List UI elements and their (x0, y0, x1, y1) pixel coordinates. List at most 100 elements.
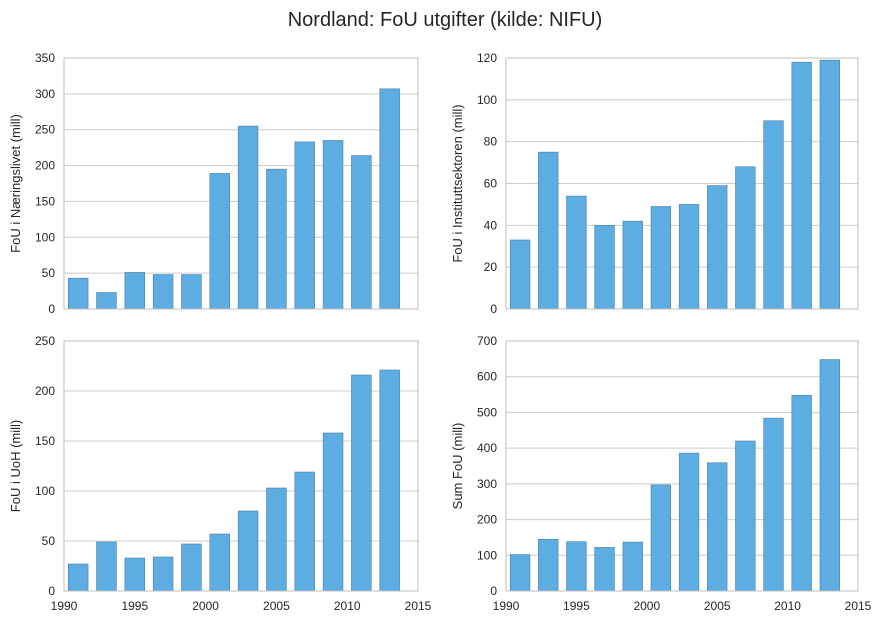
bar (791, 394, 812, 592)
bar (650, 484, 672, 592)
x-tick-label: 2015 (845, 599, 872, 613)
y-tick-label: 300 (35, 87, 55, 101)
bar (763, 120, 784, 310)
bar (294, 471, 315, 592)
subplot-3: 0 50 100 150 200 250 1990 1995 2000 2005 2010 2015 F… (8, 334, 432, 613)
y-tick-label: 20 (484, 260, 498, 274)
bar (379, 369, 400, 592)
bar (538, 151, 559, 310)
y-tick-label: 60 (484, 177, 498, 191)
subplot-2: 0 20 40 60 80 100 120 FoU i Instituttsektoren (… (450, 51, 859, 316)
bar (735, 166, 756, 310)
bar (209, 533, 230, 592)
x-tick-label: 1990 (493, 599, 520, 613)
y-tick-label: 150 (35, 194, 55, 208)
bar (678, 204, 700, 310)
bar (622, 220, 643, 310)
bar (763, 417, 784, 592)
x-tick-label: 1990 (51, 599, 78, 613)
bar (678, 452, 700, 592)
bar (707, 185, 728, 310)
x-tick-label: 2010 (334, 599, 361, 613)
bar (152, 556, 174, 592)
y-tick-label: 0 (48, 302, 55, 316)
bar (351, 374, 372, 592)
bar (96, 541, 117, 592)
bar (735, 440, 756, 592)
y-tick-label: 50 (42, 266, 56, 280)
bar (538, 538, 559, 592)
bar (351, 155, 372, 310)
bar (181, 543, 202, 592)
y-axis-label: FoU i UoH (mill) (8, 420, 23, 512)
bar (379, 88, 400, 310)
bar (791, 61, 812, 310)
x-tick-label: 2010 (774, 599, 801, 613)
bar (294, 141, 315, 310)
y-tick-label: 40 (484, 218, 498, 232)
x-tick-label: 1995 (121, 599, 148, 613)
y-tick-label: 0 (48, 584, 55, 598)
y-tick-label: 100 (477, 93, 497, 107)
plot-frame (63, 57, 419, 310)
y-tick-label: 100 (35, 484, 55, 498)
plot-frame (505, 340, 859, 592)
subplot-1: 0 50 100 150 200 250 300 350 FoU i Næringslivet … (8, 51, 419, 316)
bar (181, 274, 202, 310)
y-tick-label: 0 (490, 584, 497, 598)
y-tick-label: 50 (42, 534, 56, 548)
y-tick-label: 400 (477, 441, 497, 455)
bar (67, 277, 89, 310)
bar (509, 554, 531, 592)
bar (650, 206, 672, 310)
plot-frame (505, 57, 859, 310)
bar (152, 274, 174, 310)
x-tick-label: 2000 (192, 599, 219, 613)
bar (322, 140, 344, 310)
y-tick-label: 300 (477, 477, 497, 491)
bar (622, 541, 643, 592)
subplot-4: 0 100 200 300 400 500 600 700 1990 1995 2000 2005 20… (450, 334, 872, 613)
y-axis-label: FoU i Instituttsektoren (mill) (450, 104, 465, 262)
x-tick-label: 2015 (405, 599, 432, 613)
bar (594, 225, 615, 310)
bar (124, 272, 146, 310)
y-tick-label: 500 (477, 405, 497, 419)
y-tick-label: 150 (35, 434, 55, 448)
y-tick-label: 80 (484, 135, 498, 149)
y-tick-label: 600 (477, 370, 497, 384)
bar (96, 292, 117, 310)
y-tick-label: 100 (35, 230, 55, 244)
bar (322, 432, 344, 592)
y-tick-label: 100 (477, 548, 497, 562)
bar (237, 125, 259, 310)
plot-frame (63, 340, 419, 592)
y-tick-label: 200 (35, 159, 55, 173)
bar (266, 168, 287, 310)
y-tick-label: 200 (35, 384, 55, 398)
y-tick-label: 250 (35, 123, 55, 137)
bar (266, 487, 287, 592)
y-tick-label: 0 (490, 302, 497, 316)
y-axis-label: Sum FoU (mill) (450, 423, 465, 510)
y-tick-label: 350 (35, 51, 55, 65)
bar (819, 59, 840, 310)
x-tick-label: 2000 (633, 599, 660, 613)
bar (67, 563, 89, 592)
x-tick-label: 2005 (704, 599, 731, 613)
y-axis-label: FoU i Næringslivet (mill) (8, 114, 23, 253)
bar (707, 462, 728, 592)
chart-title: Nordland: FoU utgifter (kilde: NIFU) (288, 9, 603, 31)
bar (566, 541, 587, 592)
bar (124, 557, 146, 592)
x-tick-label: 1995 (563, 599, 590, 613)
y-tick-label: 700 (477, 334, 497, 348)
bar (594, 547, 615, 592)
y-tick-label: 120 (477, 51, 497, 65)
bar (566, 195, 587, 310)
bar (509, 239, 531, 310)
bar (819, 359, 840, 592)
y-tick-label: 250 (35, 334, 55, 348)
